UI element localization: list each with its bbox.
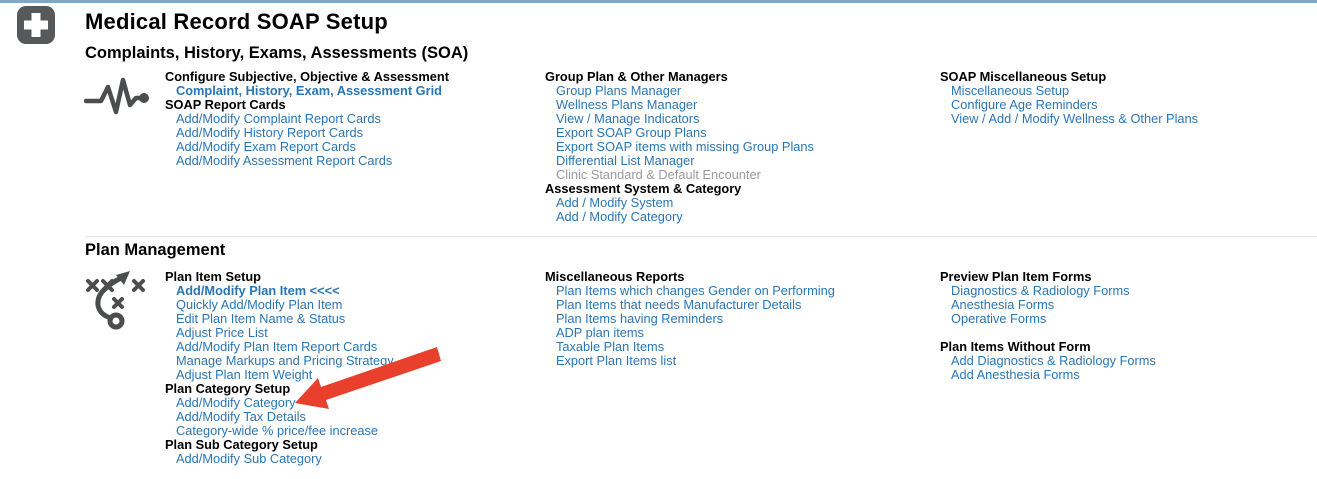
- heartbeat-icon: [83, 74, 156, 123]
- link-add-anesthesia-forms[interactable]: Add Anesthesia Forms: [951, 367, 1080, 382]
- group-title-group-plan-other-managers: Group Plan & Other Managers: [545, 69, 728, 84]
- link-view-manage-indicators[interactable]: View / Manage Indicators: [556, 111, 700, 126]
- link-add-modify-assessment-category[interactable]: Add / Modify Category: [556, 209, 683, 224]
- group-title-plan-item-setup: Plan Item Setup: [165, 269, 261, 284]
- link-differential-list-manager[interactable]: Differential List Manager: [556, 153, 695, 168]
- item-clinic-standard-default-encounter: Clinic Standard & Default Encounter: [556, 167, 761, 182]
- group-title-assessment-system-category: Assessment System & Category: [545, 181, 742, 196]
- group-title-configure-soa: Configure Subjective, Objective & Assess…: [165, 69, 449, 84]
- plan-column-1: Plan Item Setup Add/Modify Plan Item <<<…: [165, 270, 394, 466]
- link-edit-plan-item-name-status[interactable]: Edit Plan Item Name & Status: [176, 311, 346, 326]
- link-operative-forms[interactable]: Operative Forms: [951, 311, 1047, 326]
- link-export-plan-items-list[interactable]: Export Plan Items list: [556, 353, 677, 368]
- link-add-diagnostics-radiology-forms[interactable]: Add Diagnostics & Radiology Forms: [951, 353, 1156, 368]
- link-add-modify-category[interactable]: Add/Modify Category: [176, 395, 296, 410]
- link-group-plans-manager[interactable]: Group Plans Manager: [556, 83, 682, 98]
- link-export-soap-items-missing-group-plans[interactable]: Export SOAP items with missing Group Pla…: [556, 139, 814, 154]
- link-add-modify-plan-item-report-cards[interactable]: Add/Modify Plan Item Report Cards: [176, 339, 378, 354]
- group-title-plan-category-setup: Plan Category Setup: [165, 381, 291, 396]
- link-add-modify-complaint-report-cards[interactable]: Add/Modify Complaint Report Cards: [176, 111, 381, 126]
- soa-column-3: SOAP Miscellaneous Setup Miscellaneous S…: [940, 70, 1198, 126]
- group-title-miscellaneous-reports: Miscellaneous Reports: [545, 269, 685, 284]
- link-add-modify-tax-details[interactable]: Add/Modify Tax Details: [176, 409, 306, 424]
- link-add-modify-sub-category[interactable]: Add/Modify Sub Category: [176, 451, 322, 466]
- medical-plus-icon: [17, 6, 55, 44]
- group-title-plan-sub-category-setup: Plan Sub Category Setup: [165, 437, 318, 452]
- link-plan-items-changes-gender-on-performing[interactable]: Plan Items which changes Gender on Perfo…: [556, 283, 835, 298]
- group-title-plan-items-without-form: Plan Items Without Form: [940, 339, 1091, 354]
- soa-column-1: Configure Subjective, Objective & Assess…: [165, 70, 449, 168]
- group-title-soap-miscellaneous-setup: SOAP Miscellaneous Setup: [940, 69, 1107, 84]
- link-plan-items-having-reminders[interactable]: Plan Items having Reminders: [556, 311, 724, 326]
- soa-column-2: Group Plan & Other Managers Group Plans …: [545, 70, 814, 224]
- link-taxable-plan-items[interactable]: Taxable Plan Items: [556, 339, 665, 354]
- strategy-playbook-icon: [85, 270, 149, 337]
- section-divider: [85, 236, 1317, 237]
- link-plan-items-needs-manufacturer-details[interactable]: Plan Items that needs Manufacturer Detai…: [556, 297, 802, 312]
- link-export-soap-group-plans[interactable]: Export SOAP Group Plans: [556, 125, 707, 140]
- plan-section-heading: Plan Management: [85, 241, 226, 259]
- group-title-soap-report-cards: SOAP Report Cards: [165, 97, 286, 112]
- link-add-modify-plan-item[interactable]: Add/Modify Plan Item <<<<: [176, 283, 340, 298]
- link-quickly-add-modify-plan-item[interactable]: Quickly Add/Modify Plan Item: [176, 297, 343, 312]
- link-add-modify-history-report-cards[interactable]: Add/Modify History Report Cards: [176, 125, 364, 140]
- link-add-modify-system[interactable]: Add / Modify System: [556, 195, 674, 210]
- group-title-preview-plan-item-forms: Preview Plan Item Forms: [940, 269, 1092, 284]
- link-configure-age-reminders[interactable]: Configure Age Reminders: [951, 97, 1098, 112]
- link-add-modify-assessment-report-cards[interactable]: Add/Modify Assessment Report Cards: [176, 153, 393, 168]
- plan-column-3: Preview Plan Item Forms Diagnostics & Ra…: [940, 270, 1156, 382]
- link-miscellaneous-setup[interactable]: Miscellaneous Setup: [951, 83, 1070, 98]
- plan-column-2: Miscellaneous Reports Plan Items which c…: [545, 270, 835, 368]
- link-manage-markups-pricing-strategy[interactable]: Manage Markups and Pricing Strategy: [176, 353, 394, 368]
- link-view-add-modify-wellness-other-plans[interactable]: View / Add / Modify Wellness & Other Pla…: [951, 111, 1199, 126]
- link-complaint-history-exam-assessment-grid[interactable]: Complaint, History, Exam, Assessment Gri…: [176, 83, 442, 98]
- link-category-wide-price-fee-increase[interactable]: Category-wide % price/fee increase: [176, 423, 379, 438]
- link-add-modify-exam-report-cards[interactable]: Add/Modify Exam Report Cards: [176, 139, 356, 154]
- page-title: Medical Record SOAP Setup: [85, 9, 388, 34]
- link-adjust-plan-item-weight[interactable]: Adjust Plan Item Weight: [176, 367, 313, 382]
- soa-section-heading: Complaints, History, Exams, Assessments …: [85, 44, 469, 62]
- link-anesthesia-forms[interactable]: Anesthesia Forms: [951, 297, 1055, 312]
- top-accent-bar: [0, 0, 1317, 3]
- link-wellness-plans-manager[interactable]: Wellness Plans Manager: [556, 97, 698, 112]
- link-adp-plan-items[interactable]: ADP plan items: [556, 325, 644, 340]
- link-adjust-price-list[interactable]: Adjust Price List: [176, 325, 268, 340]
- link-diagnostics-radiology-forms[interactable]: Diagnostics & Radiology Forms: [951, 283, 1130, 298]
